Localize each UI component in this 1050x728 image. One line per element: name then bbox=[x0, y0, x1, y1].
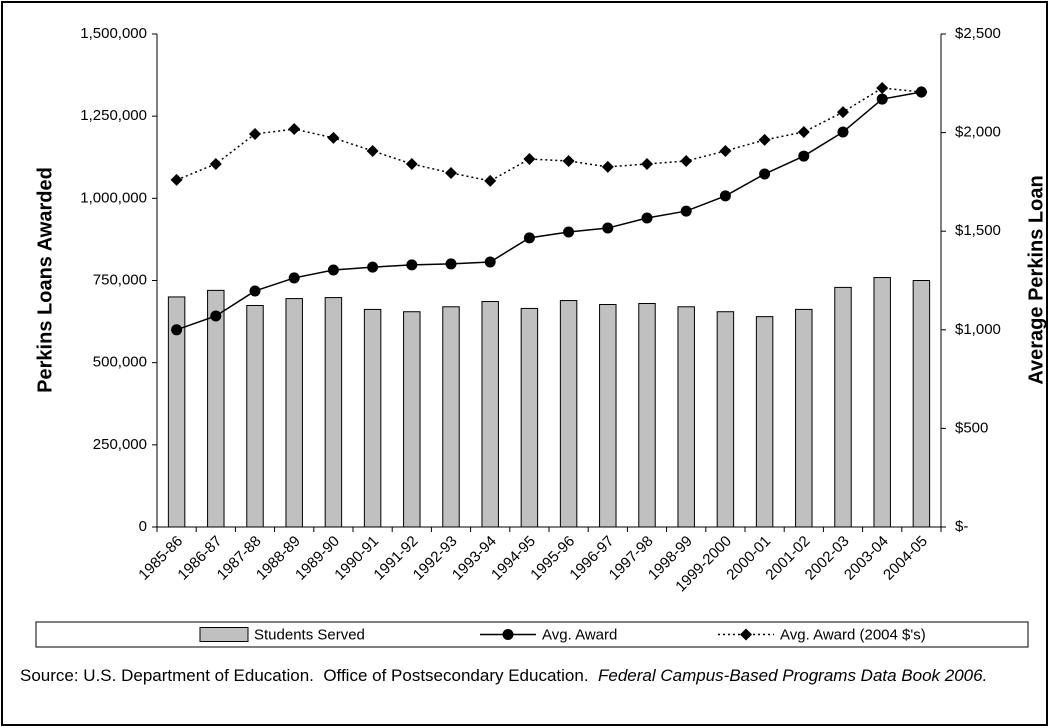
bar bbox=[442, 306, 460, 528]
marker bbox=[758, 133, 771, 146]
marker bbox=[523, 232, 535, 244]
marker bbox=[837, 106, 849, 119]
marker bbox=[601, 160, 614, 173]
line bbox=[176, 87, 922, 182]
bar bbox=[834, 286, 852, 528]
bar bbox=[207, 289, 225, 528]
bar bbox=[795, 308, 813, 528]
marker bbox=[249, 285, 261, 297]
bar bbox=[403, 311, 421, 528]
line bbox=[176, 91, 922, 331]
bar bbox=[481, 301, 499, 528]
marker bbox=[602, 222, 614, 234]
y2-tick-label: $2,500 bbox=[955, 25, 1001, 42]
bar bbox=[677, 306, 695, 528]
marker bbox=[249, 127, 261, 140]
marker bbox=[876, 93, 888, 105]
legend-label: Avg. Award bbox=[542, 626, 617, 643]
y2-tick-label: $- bbox=[955, 518, 968, 535]
legend-marker bbox=[740, 628, 752, 641]
legend-label: Students Served bbox=[254, 626, 365, 643]
marker bbox=[680, 154, 693, 167]
y2-tick-label: $1,500 bbox=[955, 222, 1001, 239]
marker bbox=[327, 131, 340, 144]
bar bbox=[873, 277, 891, 528]
source-note: Source: U.S. Department of Education. Of… bbox=[20, 664, 1020, 688]
y2-tick-label: $2,000 bbox=[955, 124, 1001, 141]
marker bbox=[680, 205, 692, 217]
marker bbox=[170, 173, 183, 186]
bar bbox=[324, 297, 343, 528]
marker bbox=[209, 157, 222, 170]
y-tick-label: 500,000 bbox=[93, 354, 147, 371]
source-text: Source: U.S. Department of Education. Of… bbox=[20, 666, 598, 685]
marker bbox=[327, 264, 339, 276]
y2-axis-title: Average Perkins Loan bbox=[1025, 175, 1047, 384]
bar bbox=[599, 303, 617, 528]
bar bbox=[559, 300, 578, 528]
marker bbox=[641, 157, 653, 170]
y-tick-label: 1,250,000 bbox=[80, 107, 147, 124]
y-tick-label: 1,500,000 bbox=[80, 25, 147, 42]
bar bbox=[246, 304, 264, 528]
marker bbox=[797, 126, 810, 139]
x-tick-label: 2004-05 bbox=[880, 533, 931, 584]
marker bbox=[837, 126, 849, 138]
y-axis-title: Perkins Loans Awarded bbox=[34, 167, 56, 393]
marker bbox=[366, 144, 379, 157]
y-tick-label: 1,000,000 bbox=[80, 189, 147, 206]
y2-tick-label: $500 bbox=[955, 419, 988, 436]
bar bbox=[716, 311, 735, 528]
marker bbox=[759, 168, 771, 180]
marker bbox=[641, 212, 653, 224]
marker bbox=[171, 324, 183, 336]
marker bbox=[719, 190, 731, 202]
marker bbox=[367, 261, 379, 273]
marker bbox=[406, 259, 418, 271]
marker bbox=[210, 310, 222, 322]
marker bbox=[523, 153, 536, 166]
bar bbox=[167, 296, 186, 528]
marker bbox=[876, 82, 889, 95]
marker bbox=[719, 144, 732, 157]
y-tick-label: 250,000 bbox=[93, 436, 147, 453]
bar bbox=[755, 316, 774, 528]
marker bbox=[563, 226, 575, 238]
source-publication: Federal Campus-Based Programs Data Book … bbox=[598, 666, 988, 685]
marker bbox=[405, 157, 418, 170]
bar bbox=[363, 308, 382, 528]
legend-label: Avg. Award (2004 $'s) bbox=[780, 626, 926, 643]
bar bbox=[638, 303, 656, 528]
marker bbox=[562, 154, 575, 167]
marker bbox=[445, 167, 457, 180]
marker bbox=[288, 123, 301, 136]
y-tick-label: 750,000 bbox=[93, 271, 147, 288]
legend-swatch bbox=[199, 627, 249, 642]
bar bbox=[520, 307, 539, 528]
legend-marker bbox=[502, 629, 514, 640]
y-tick-label: 0 bbox=[139, 518, 147, 535]
marker bbox=[288, 272, 300, 284]
bar bbox=[285, 298, 303, 528]
bar bbox=[912, 280, 931, 528]
marker bbox=[798, 150, 810, 162]
marker bbox=[445, 258, 457, 270]
marker bbox=[915, 85, 928, 98]
y2-tick-label: $1,000 bbox=[955, 321, 1001, 338]
marker bbox=[484, 174, 497, 187]
marker bbox=[484, 256, 496, 268]
